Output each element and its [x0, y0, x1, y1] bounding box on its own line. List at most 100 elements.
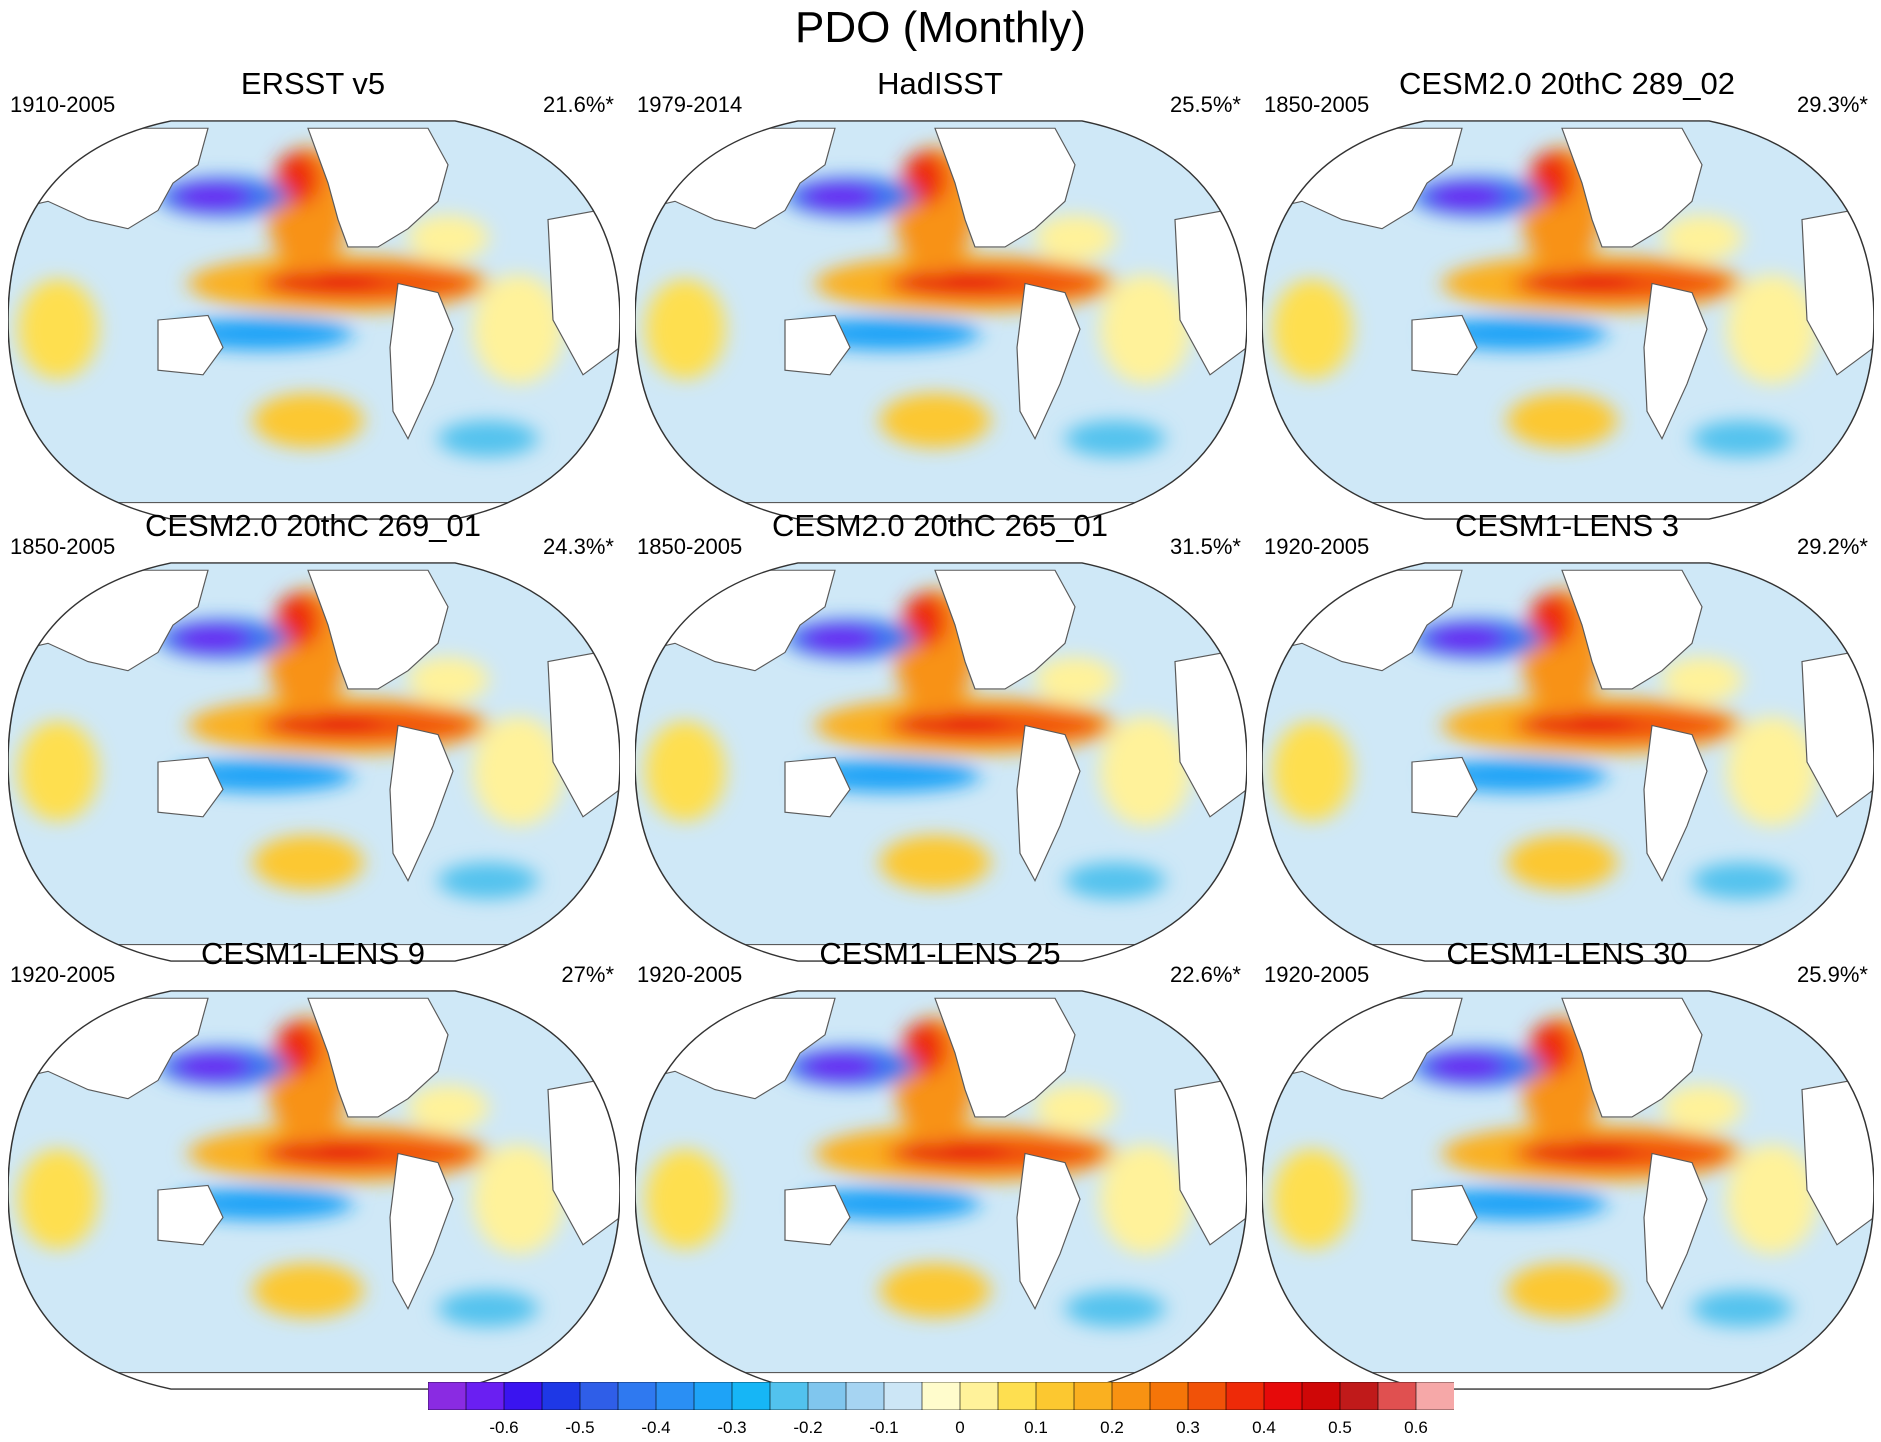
- sst-anomaly-region: [1692, 1290, 1792, 1327]
- sst-anomaly-region: [276, 151, 320, 206]
- colorbar-tick-label: 0.2: [1100, 1418, 1124, 1437]
- colorbar-swatch: [1415, 1382, 1454, 1410]
- sst-anomaly-region: [1427, 625, 1507, 652]
- sst-anomaly-region: [1530, 593, 1574, 648]
- landmass: [1411, 314, 1478, 376]
- sst-anomaly-region: [253, 393, 363, 448]
- colorbar-swatch: [959, 1382, 999, 1410]
- map-border: [8, 562, 620, 962]
- map-panel: CESM1-LENS 3 1920-2005 29.2%*: [1254, 508, 1880, 962]
- colorbar-tick-label: -0.1: [869, 1418, 899, 1437]
- landmass: [1643, 724, 1708, 883]
- panel-period: 1850-2005: [637, 534, 743, 559]
- sst-anomaly-region: [1272, 278, 1352, 380]
- panel-variance-percent: 27%*: [561, 962, 614, 987]
- sst-anomaly-region: [1727, 1144, 1817, 1254]
- sst-anomaly-region: [1692, 420, 1792, 457]
- map-border: [635, 562, 1247, 962]
- sst-anomaly-region: [18, 278, 98, 380]
- pdo-map: [635, 562, 1247, 962]
- sst-anomaly-region: [253, 1263, 363, 1318]
- map-border: [635, 120, 1247, 520]
- landmass: [934, 997, 1076, 1118]
- landmass: [1643, 1152, 1708, 1311]
- colorbar-tick-label: 0.3: [1176, 1418, 1200, 1437]
- sst-anomaly-region: [18, 1148, 98, 1250]
- sst-anomaly-region: [1035, 215, 1115, 261]
- sst-anomaly-region: [408, 1085, 488, 1131]
- panel-variance-percent: 21.6%*: [543, 92, 614, 117]
- panel-title: CESM1-LENS 9: [201, 936, 425, 971]
- colorbar-swatch: [1035, 1382, 1075, 1410]
- sst-anomaly-region: [1427, 1053, 1507, 1080]
- sst-anomaly-region: [1065, 420, 1165, 457]
- landmass: [1561, 997, 1703, 1118]
- landmass: [389, 1152, 454, 1311]
- sst-anomaly-region: [1035, 1085, 1115, 1131]
- landmass: [1643, 282, 1708, 441]
- sst-anomaly-region: [1727, 716, 1817, 826]
- sst-anomaly-region: [900, 272, 1010, 291]
- sst-anomaly-region: [273, 272, 383, 291]
- colorbar-swatch: [1301, 1382, 1341, 1410]
- map-border: [8, 120, 620, 520]
- colorbar-swatch: [731, 1382, 771, 1410]
- landmass: [1262, 502, 1874, 520]
- panel-period: 1920-2005: [10, 962, 116, 987]
- sst-anomaly-region: [645, 278, 725, 380]
- landmass: [784, 756, 851, 818]
- colorbar-swatch: [1187, 1382, 1227, 1410]
- sst-anomaly-region: [903, 151, 947, 206]
- pdo-map: [8, 120, 620, 520]
- colorbar-swatch: [883, 1382, 923, 1410]
- sst-anomaly-region: [1507, 1263, 1617, 1318]
- panel-title: CESM2.0 20thC 265_01: [771, 508, 1109, 543]
- sst-anomaly-region: [900, 1142, 1010, 1161]
- sst-anomaly-region: [800, 1053, 880, 1080]
- colorbar-swatch: [1111, 1382, 1151, 1410]
- panel-variance-percent: 31.5%*: [1170, 534, 1241, 559]
- map-border: [1262, 562, 1874, 962]
- pdo-map: [8, 562, 620, 962]
- colorbar-tick-label: 0.5: [1328, 1418, 1352, 1437]
- map-panel: ERSST v5 1910-2005 21.6%*: [0, 66, 626, 520]
- map-panel: CESM1-LENS 30 1920-2005 25.9%*: [1254, 936, 1880, 1390]
- sst-anomaly-region: [1100, 716, 1190, 826]
- pdo-map: [1262, 562, 1874, 962]
- landmass: [635, 944, 1247, 962]
- sst-anomaly-region: [438, 420, 538, 457]
- panel-title: CESM2.0 20thC 289_02: [1398, 66, 1736, 101]
- colorbar-swatch: [845, 1382, 885, 1410]
- colorbar-tick-label: -0.6: [489, 1418, 519, 1437]
- panel-variance-percent: 25.5%*: [1170, 92, 1241, 117]
- colorbar-swatch: [997, 1382, 1037, 1410]
- sst-anomaly-region: [1272, 720, 1352, 822]
- sst-anomaly-region: [1100, 274, 1190, 384]
- map-panel: CESM1-LENS 25 1920-2005 22.6%*: [627, 936, 1253, 1390]
- landmass: [1561, 127, 1703, 248]
- colorbar-tick-label: -0.3: [717, 1418, 747, 1437]
- map-border: [1262, 990, 1874, 1390]
- panel-variance-percent: 29.3%*: [1797, 92, 1868, 117]
- sst-anomaly-region: [273, 714, 383, 733]
- sst-anomaly-region: [1692, 862, 1792, 899]
- colorbar-swatch: [921, 1382, 961, 1410]
- sst-anomaly-region: [18, 720, 98, 822]
- colorbar-swatch: [1225, 1382, 1265, 1410]
- pdo-map: [1262, 120, 1874, 520]
- pdo-map: [8, 990, 620, 1390]
- sst-anomaly-region: [1427, 183, 1507, 210]
- pdo-map: [635, 120, 1247, 520]
- landmass: [1016, 282, 1081, 441]
- map-panel: HadISST 1979-2014 25.5%*: [627, 66, 1253, 520]
- map-panel: CESM2.0 20thC 289_02 1850-2005 29.3%*: [1254, 66, 1880, 520]
- colorbar-tick-label: 0: [955, 1418, 965, 1437]
- sst-anomaly-region: [800, 625, 880, 652]
- landmass: [1561, 569, 1703, 690]
- map-panel: CESM2.0 20thC 269_01 1850-2005 24.3%*: [0, 508, 626, 962]
- sst-anomaly-region: [645, 720, 725, 822]
- colorbar-tick-label: 0.4: [1252, 1418, 1276, 1437]
- colorbar: [428, 1382, 1454, 1410]
- colorbar-swatch: [655, 1382, 695, 1410]
- landmass: [934, 127, 1076, 248]
